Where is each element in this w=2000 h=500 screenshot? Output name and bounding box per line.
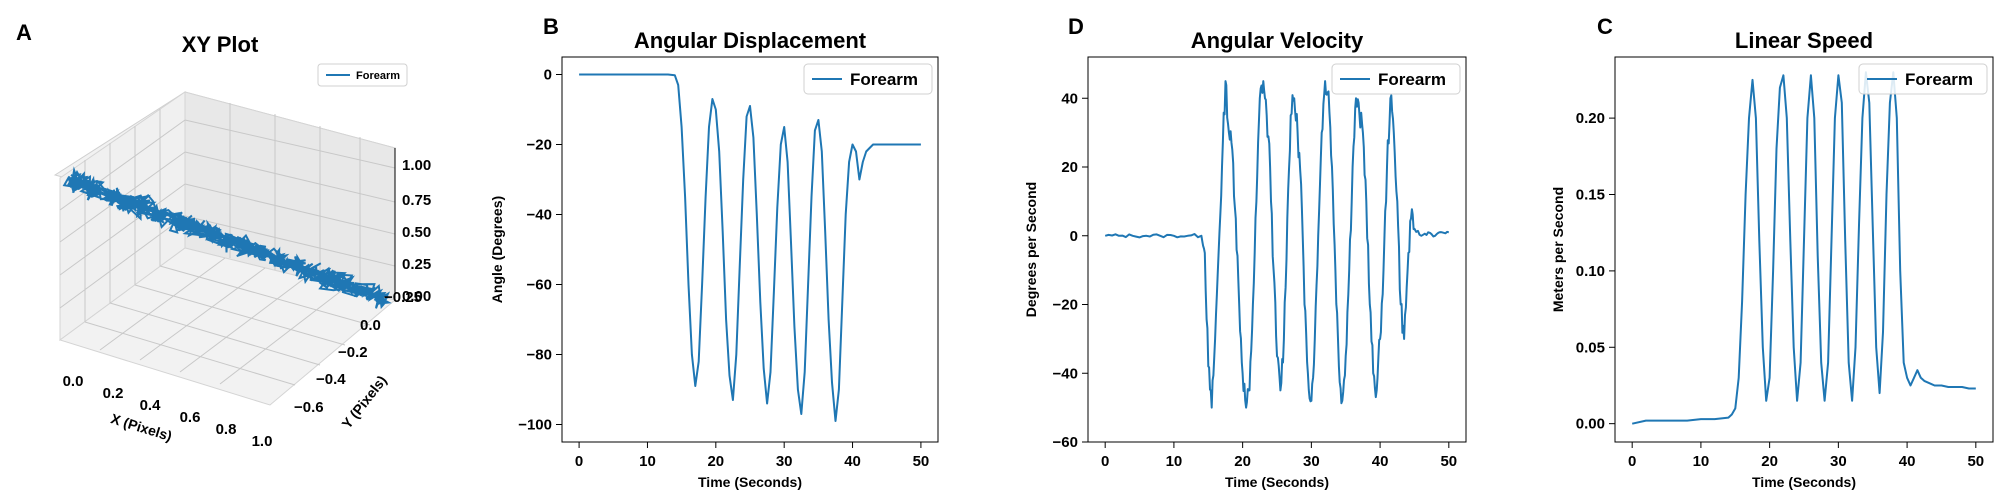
panel-c: C Linear Speed 0 10 20 30 40 50 0.20 0.15 0.10 0.05… <box>1550 14 1994 490</box>
panel-d: D Angular Velocity 0 10 20 30 40 50 40 20 0 −20 −40 −… <box>1023 14 1467 490</box>
y-tick-label: 0.00 <box>1576 416 1605 433</box>
x-tick-label: 20 <box>707 453 724 470</box>
x-tick-label: 40 <box>844 453 861 470</box>
plot-frame <box>1087 56 1467 443</box>
plot-frame <box>1614 56 1994 443</box>
z-tick: 0.75 <box>402 192 431 209</box>
y-axis-label: Degrees per Second <box>1023 182 1039 317</box>
legend-label: Forearm <box>1378 70 1446 89</box>
y-tick: 0.0 <box>360 317 381 334</box>
x-axis-label-a: X (Pixels) <box>109 410 174 444</box>
y-tick-label: −80 <box>527 347 552 364</box>
chart-title: Linear Speed <box>1735 28 1873 53</box>
z-tick-labels: 1.00 0.75 0.50 0.25 0.00 −0.25 <box>384 157 431 306</box>
x-tick-label: 30 <box>776 453 793 470</box>
y-tick-label: −60 <box>1053 434 1078 451</box>
x-tick-label: 10 <box>1166 453 1183 470</box>
y-axis-label-a: Y (Pixels) <box>338 372 389 431</box>
y-tick: −0.6 <box>294 399 324 416</box>
plot-frame <box>561 56 939 443</box>
x-tick: 0.8 <box>216 421 237 438</box>
x-tick: 0.6 <box>180 409 201 426</box>
x-tick-label: 20 <box>1761 453 1778 470</box>
x-tick-labels-a: 0.0 0.2 0.4 0.6 0.8 1.0 <box>63 373 273 450</box>
panel-letter-b: B <box>543 14 559 39</box>
z-tick: −0.25 <box>384 289 422 306</box>
x-tick-label: 30 <box>1303 453 1320 470</box>
y-tick-label: 0.20 <box>1576 110 1605 127</box>
x-tick-label: 0 <box>1628 453 1636 470</box>
x-tick: 0.2 <box>103 385 124 402</box>
panel-letter-c: C <box>1597 14 1613 39</box>
y-tick: −0.2 <box>338 344 368 361</box>
legend: Forearm <box>803 63 933 95</box>
x-axis-label: Time (Seconds) <box>1225 474 1329 490</box>
y-tick-labels-a: 0.0 −0.2 −0.4 −0.6 <box>294 317 381 416</box>
x-tick: 0.0 <box>63 373 84 390</box>
legend-label-a: Forearm <box>356 70 400 82</box>
legend: Forearm <box>1331 63 1461 95</box>
legend-a: Forearm <box>317 63 408 87</box>
y-axis-label: Angle (Degrees) <box>489 196 505 303</box>
legend-label: Forearm <box>850 70 918 89</box>
x-tick-label: 0 <box>1101 453 1109 470</box>
y-tick-label: −100 <box>518 417 552 434</box>
panel-letter-a: A <box>16 20 32 45</box>
x-tick-label: 20 <box>1234 453 1251 470</box>
y-tick-label: −20 <box>527 137 552 154</box>
panel-b: B Angular Displacement 0 10 20 30 40 50 0 −20 −40 −… <box>489 14 939 490</box>
legend-box <box>1331 63 1461 95</box>
chart-title-a: XY Plot <box>182 32 259 57</box>
x-tick-label: 0 <box>575 453 583 470</box>
y-tick-label: −40 <box>1053 365 1078 382</box>
z-tick: 1.00 <box>402 157 431 174</box>
y-tick-label: 0.15 <box>1576 187 1605 204</box>
x-tick-label: 50 <box>913 453 930 470</box>
grid-right-wall <box>184 103 396 291</box>
grid-floor <box>84 257 371 386</box>
panel-a: A XY Plot <box>16 20 431 450</box>
z-tick: 0.00 <box>402 288 431 305</box>
legend-label: Forearm <box>1905 70 1973 89</box>
y-tick-label: 0 <box>1070 228 1078 245</box>
series-line-forearm-3d <box>62 166 392 310</box>
x-tick: 0.4 <box>140 397 162 414</box>
x-tick: 1.0 <box>252 433 273 450</box>
legend: Forearm <box>1858 63 1988 95</box>
x-tick-label: 50 <box>1967 453 1984 470</box>
x-tick-label: 10 <box>1693 453 1710 470</box>
panels-2d: B Angular Displacement 0 10 20 30 40 50 0 −20 −40 −… <box>489 14 1994 490</box>
y-tick-label: 40 <box>1061 90 1078 107</box>
x-tick-label: 40 <box>1372 453 1389 470</box>
legend-box <box>803 63 933 95</box>
y-tick: −0.4 <box>316 371 346 388</box>
legend-box <box>1858 63 1988 95</box>
x-axis-label: Time (Seconds) <box>1752 474 1856 490</box>
y-tick-label: −20 <box>1053 297 1078 314</box>
y-axis-label: Meters per Second <box>1550 187 1566 312</box>
z-tick: 0.25 <box>402 256 431 273</box>
x-tick-label: 40 <box>1899 453 1916 470</box>
chart-title: Angular Displacement <box>634 28 867 53</box>
series-line-forearm <box>1631 71 1976 425</box>
y-tick-label: −40 <box>527 207 552 224</box>
x-tick-label: 30 <box>1830 453 1847 470</box>
chart-title: Angular Velocity <box>1191 28 1364 53</box>
series-line-forearm <box>1104 80 1450 409</box>
x-axis-label: Time (Seconds) <box>698 474 802 490</box>
series-line-forearm <box>579 73 921 422</box>
y-tick-label: 0 <box>544 67 552 84</box>
y-tick-label: 0.05 <box>1576 339 1605 356</box>
y-tick-label: 20 <box>1061 159 1078 176</box>
panel-letter-d: D <box>1068 14 1084 39</box>
z-tick: 0.50 <box>402 224 431 241</box>
y-tick-label: 0.10 <box>1576 263 1605 280</box>
x-tick-label: 50 <box>1440 453 1457 470</box>
x-tick-label: 10 <box>639 453 656 470</box>
y-tick-label: −60 <box>527 277 552 294</box>
